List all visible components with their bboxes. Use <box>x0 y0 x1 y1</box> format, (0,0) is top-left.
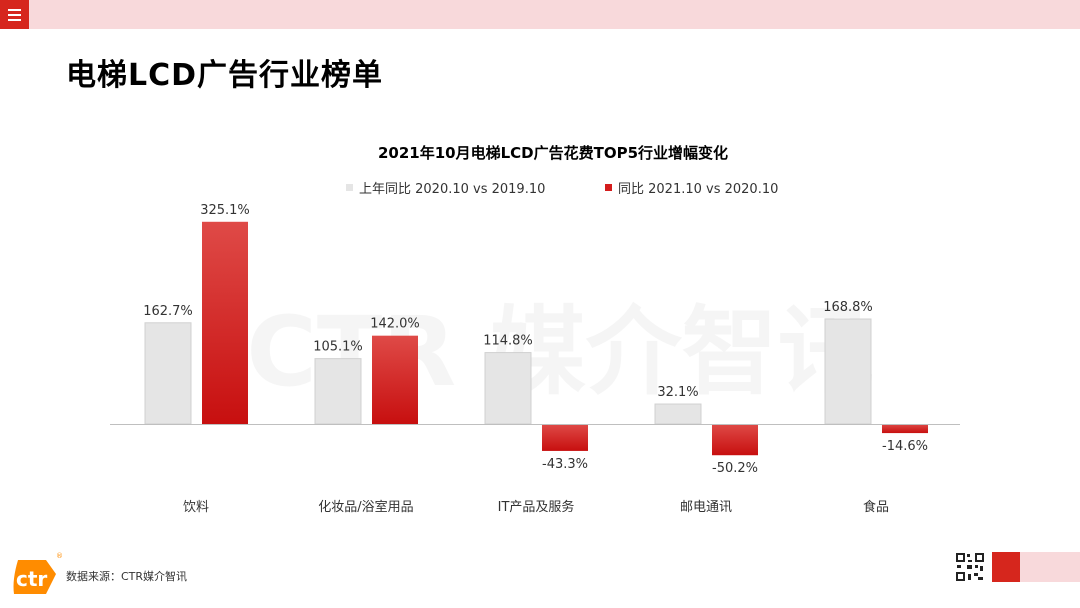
category-labels: 饮料 化妆品/浴室用品 IT产品及服务 邮电通讯 食品 <box>183 499 889 515</box>
data-labels: 162.7% 325.1% 105.1% 142.0% 114.8% -43.3% 32.1… <box>143 203 928 476</box>
data-label-2-1: -43.3% <box>542 457 588 472</box>
footer-pink-block <box>1020 552 1080 582</box>
bar-4-0 <box>824 318 872 425</box>
chart-title: 2021年10月电梯LCD广告花费TOP5行业增幅变化 <box>378 144 728 162</box>
footer-red-block <box>992 552 1020 582</box>
bar-1-0 <box>314 358 362 425</box>
bar-3-1 <box>712 424 758 456</box>
legend-marker-1 <box>605 184 612 191</box>
bars <box>144 221 928 456</box>
data-label-3-0: 32.1% <box>657 385 698 400</box>
bar-0-0 <box>144 322 192 425</box>
data-label-2-0: 114.8% <box>483 334 533 349</box>
qr-code-icon <box>955 552 985 582</box>
category-label-3: 邮电通讯 <box>680 500 732 515</box>
bar-3-0 <box>654 403 702 425</box>
data-label-3-1: -50.2% <box>712 461 758 476</box>
data-label-4-1: -14.6% <box>882 439 928 454</box>
bar-0-1 <box>202 221 248 424</box>
bar-1-1 <box>372 335 418 424</box>
category-label-4: 食品 <box>863 499 889 515</box>
svg-text:®: ® <box>56 552 63 560</box>
data-label-1-1: 142.0% <box>370 317 420 332</box>
data-label-0-0: 162.7% <box>143 304 193 319</box>
bar-2-1 <box>542 424 588 451</box>
bar-2-0 <box>484 352 532 425</box>
footer-source: 数据来源：CTR媒介智讯 <box>66 570 188 583</box>
legend-label-0: 上年同比 2020.10 vs 2019.10 <box>359 182 545 197</box>
category-label-2: IT产品及服务 <box>498 499 575 515</box>
category-label-1: 化妆品/浴室用品 <box>318 499 413 515</box>
legend: 上年同比 2020.10 vs 2019.10 同比 2021.10 vs 202… <box>346 182 778 197</box>
top-bar <box>0 0 1080 29</box>
category-label-0: 饮料 <box>183 500 209 515</box>
page-title: 电梯LCD广告行业榜单 <box>66 58 384 93</box>
ctr-logo: ctr ® <box>10 550 64 602</box>
data-label-1-0: 105.1% <box>313 340 363 355</box>
legend-label-1: 同比 2021.10 vs 2020.10 <box>618 182 778 197</box>
svg-text:ctr: ctr <box>16 567 47 591</box>
bar-4-1 <box>882 424 928 434</box>
data-label-0-1: 325.1% <box>200 203 250 218</box>
legend-marker-0 <box>346 184 353 191</box>
data-label-4-0: 168.8% <box>823 300 873 315</box>
menu-icon[interactable] <box>0 0 29 29</box>
